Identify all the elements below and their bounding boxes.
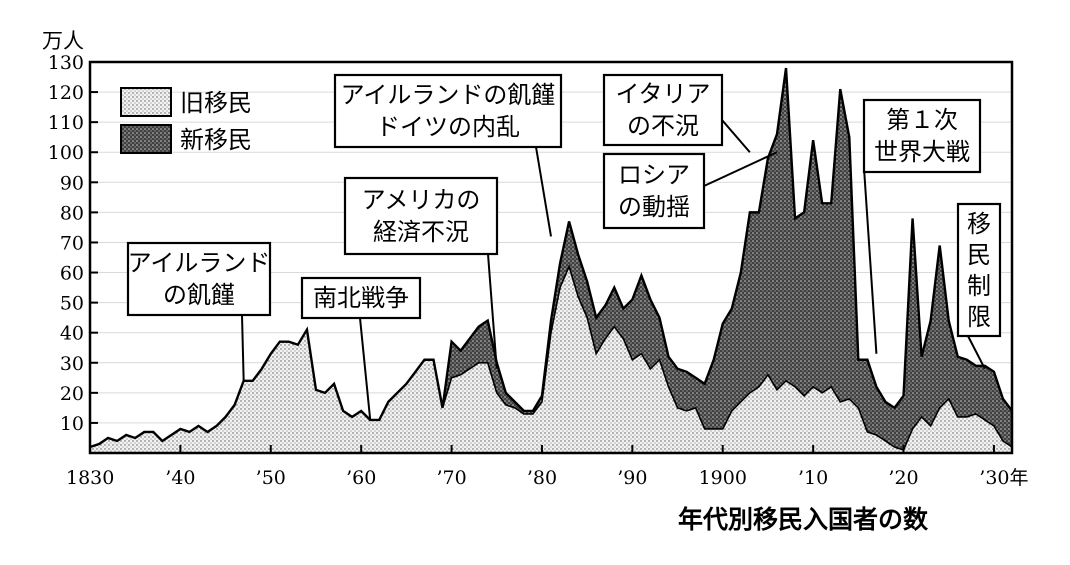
- x-tick-label: ’10: [798, 467, 828, 489]
- annotations: アイルランドの飢饉 南北戦争アメリカの経済不況アイルランドの飢饉ドイツの内乱イタリ…: [126, 73, 1002, 421]
- series-area-旧移民: [90, 266, 1012, 453]
- annotation-text: 世界大戦: [874, 138, 970, 166]
- legend-label: 新移民: [180, 126, 252, 154]
- y-axis-unit-label: 万人: [42, 29, 84, 53]
- annotation-text: アイルランド: [128, 249, 271, 277]
- plot-frame: [88, 60, 1014, 455]
- annotation-pointer: [535, 146, 552, 237]
- axes: [88, 60, 1014, 455]
- annotation-pointer: [863, 167, 878, 354]
- legend-swatch: [120, 124, 172, 154]
- annotation-box: [602, 152, 706, 230]
- annotation-text: ロシア: [618, 161, 690, 189]
- annotation-pointer: [241, 314, 245, 381]
- annotation-text: アメリカの: [362, 186, 481, 214]
- x-tick-label: ’20: [888, 467, 918, 489]
- annotation-pointer: [703, 151, 778, 187]
- x-tick-label: ’70: [436, 467, 466, 489]
- annotation-text: 経済不況: [373, 218, 469, 246]
- legend-swatch: [120, 87, 172, 117]
- x-tick-labels: 1830 ’40 ’50 ’60 ’70 ’80 ’90 1900 ’10 ’20 ’30年: [66, 467, 1029, 489]
- annotation-text: 限: [967, 303, 991, 331]
- y-tick-label: 110: [48, 112, 84, 134]
- annotation-text: 移: [967, 210, 991, 238]
- x-tick-label: 1830: [66, 467, 114, 489]
- y-tick-label: 120: [48, 82, 84, 104]
- annotation-box: [602, 73, 724, 147]
- legend-label: 旧移民: [180, 89, 252, 117]
- x-tick-label: ’60: [346, 467, 376, 489]
- x-tick-label: 1900: [699, 467, 747, 489]
- annotation-text: 第１次: [886, 106, 958, 134]
- y-tick-label: 90: [60, 172, 84, 194]
- x-tick-label: ’30年: [979, 467, 1028, 489]
- y-tick-labels: 10 20 30 40 50 60 70 80 90 100 110 120 130: [48, 52, 84, 435]
- annotation-text: の不況: [627, 112, 699, 140]
- y-tick-label: 20: [60, 383, 84, 405]
- chart-caption: 年代別移民入国者の数: [678, 505, 929, 534]
- x-tick-label: ’80: [527, 467, 557, 489]
- annotation-text: 民: [967, 241, 991, 269]
- annotation-text: の飢饉: [163, 281, 235, 309]
- annotation: 南北戦争: [300, 276, 422, 421]
- annotation-text: の動揺: [618, 193, 690, 221]
- y-tick-label: 70: [60, 232, 84, 254]
- annotation: アイルランドの飢饉: [126, 241, 272, 381]
- annotation-box: [956, 202, 1002, 338]
- annotation-pointer: [487, 253, 498, 369]
- annotation-box: [300, 276, 422, 320]
- annotation-text: ドイツの内乱: [376, 113, 520, 141]
- annotation-text: 南北戦争: [313, 284, 409, 312]
- annotation-pointer: [359, 317, 372, 421]
- annotation-box: [862, 98, 982, 174]
- x-tick-label: ’50: [256, 467, 286, 489]
- annotation-box: [126, 241, 272, 317]
- y-tick-label: 100: [48, 142, 84, 164]
- y-tick-label: 60: [60, 263, 84, 285]
- y-tick-label: 80: [60, 202, 84, 224]
- x-tick-label: ’40: [165, 467, 195, 489]
- y-tick-label: 40: [60, 323, 84, 345]
- y-tick-label: 50: [60, 293, 84, 315]
- x-tick-label: ’90: [617, 467, 647, 489]
- annotation-box: [343, 176, 499, 256]
- y-tick-label: 30: [60, 353, 84, 375]
- annotation-text: 制: [967, 272, 991, 300]
- y-tick-label: 10: [60, 413, 84, 435]
- series-area-新移民: [90, 68, 1012, 453]
- annotation-text: アイルランドの飢饉: [341, 81, 556, 109]
- annotation-pointer: [721, 119, 751, 153]
- annotation-text: イタリア: [615, 80, 710, 108]
- annotation-pointer: [967, 335, 986, 370]
- annotation-box: [333, 73, 563, 149]
- y-tick-label: 130: [48, 52, 84, 74]
